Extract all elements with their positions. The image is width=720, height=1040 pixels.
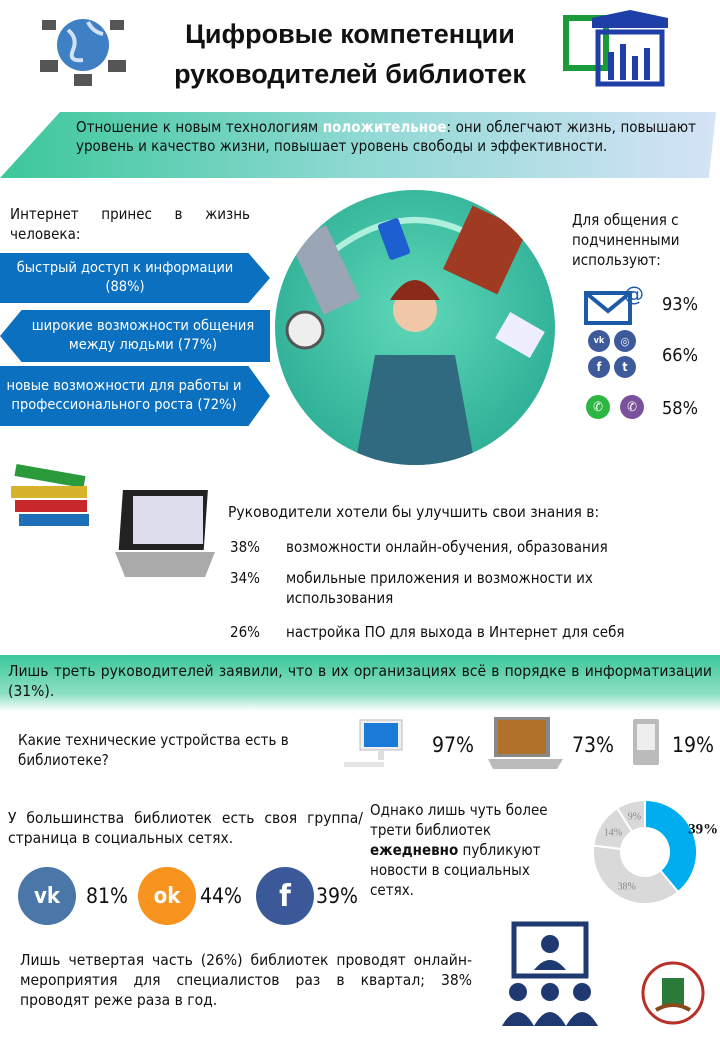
desktop-percent: 97% <box>432 733 474 757</box>
internet-item-work-growth: новые возможности для работы и профессио… <box>0 366 270 426</box>
childrens-library-seal-icon <box>640 960 706 1026</box>
donut-slice <box>644 798 698 894</box>
informatization-banner: Лишь треть руководителей заявили, что в … <box>0 655 720 711</box>
twitter-small-icon: t <box>614 356 636 378</box>
improve-label-3: настройка ПО для выхода в Интернет для с… <box>286 623 625 641</box>
improve-heading: Руководители хотели бы улучшить свои зна… <box>228 503 600 521</box>
events-text: Лишь четвертая часть (26%) библиотек про… <box>20 951 472 1009</box>
vk-percent: 81% <box>86 884 128 908</box>
improve-pct-2: 34% <box>230 569 260 587</box>
donut-label: 14% <box>604 828 622 839</box>
laptop-icon <box>488 715 563 771</box>
donut-slice <box>592 844 680 905</box>
instagram-small-icon: ◎ <box>614 330 636 352</box>
at-sign: @ <box>624 283 644 306</box>
social-networks-icon: vk ◎ f t <box>588 330 638 380</box>
laptop-percent: 73% <box>572 733 614 757</box>
improve-pct-1: 38% <box>230 538 260 556</box>
messengers-percent: 58% <box>662 398 698 419</box>
title-line-2: руководителей библиотек <box>174 59 526 89</box>
facebook-small-icon: f <box>588 356 610 378</box>
internet-heading: Интернет принес в жизнь человека: <box>10 205 250 243</box>
odnoklassniki-percent: 44% <box>200 884 242 908</box>
internet-item-communication: широкие возможности общения между людьми… <box>0 310 270 362</box>
ebook-reader-icon <box>632 718 660 766</box>
whatsapp-icon: ✆ <box>586 395 610 419</box>
social-text: У большинства библиотек есть своя группа… <box>8 809 363 847</box>
webinar-icon <box>496 920 606 1030</box>
donut-label: 39% <box>688 822 718 838</box>
attitude-text: Отношение к новым технологиям положитель… <box>76 118 696 155</box>
improve-pct-3: 26% <box>230 623 260 641</box>
donut-slice <box>615 798 646 834</box>
donut-label: 38% <box>618 881 636 892</box>
informatization-text: Лишь треть руководителей заявили, что в … <box>8 662 712 700</box>
donut-label: 9% <box>628 812 641 823</box>
devices-question: Какие технические устройства есть в библ… <box>18 731 289 769</box>
ebook-percent: 19% <box>672 733 714 757</box>
email-icon: @ <box>584 282 646 325</box>
viber-icon: ✆ <box>620 395 644 419</box>
daily-text: Однако лишь чуть более трети библиотек е… <box>370 801 548 899</box>
globe-network-icon <box>38 10 128 90</box>
email-percent: 93% <box>662 294 698 315</box>
library-logo-icon <box>562 8 682 93</box>
page-title: Цифровые компетенции руководителей библио… <box>150 14 550 94</box>
books-laptop-illustration <box>5 460 220 590</box>
odnoklassniki-icon: ok <box>138 867 196 925</box>
vk-small-icon: vk <box>588 330 610 352</box>
improve-label-2: мобильные приложения и возможности их ис… <box>286 569 593 607</box>
communication-heading: Для общения с подчиненными используют: <box>572 211 680 269</box>
attitude-banner: Отношение к новым технологиям положитель… <box>0 112 716 178</box>
title-line-1: Цифровые компетенции <box>185 19 515 49</box>
juggling-woman-illustration <box>275 190 555 465</box>
vk-icon: vk <box>18 867 76 925</box>
daily-posting-donut-chart: 39% 38% 14% 9% <box>592 798 718 905</box>
social-percent: 66% <box>662 345 698 366</box>
facebook-percent: 39% <box>316 884 358 908</box>
internet-item-info-access: быстрый доступ к информации (88%) <box>0 253 270 303</box>
facebook-icon: f <box>256 867 314 925</box>
desktop-computer-icon <box>340 718 420 770</box>
improve-label-1: возможности онлайн-обучения, образования <box>286 538 608 556</box>
